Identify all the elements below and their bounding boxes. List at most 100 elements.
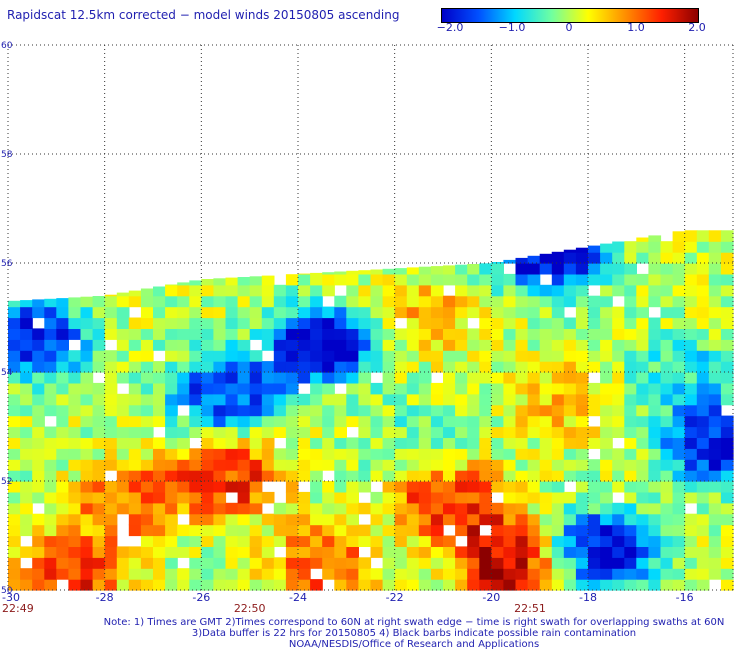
heatmap-cell [177,448,190,460]
heatmap-cell [346,404,359,417]
heatmap-cell [225,513,239,526]
heatmap-cell [430,568,444,580]
heatmap-cell [153,295,166,308]
heatmap-cell [600,513,613,526]
heatmap-cell [201,317,214,329]
heatmap-cell [672,350,686,362]
heatmap-cell [672,437,686,449]
heatmap-cell [418,266,432,275]
heatmap-cell [20,568,33,580]
heatmap-cell [503,426,517,438]
heatmap-cell [382,361,396,373]
heatmap-cell [44,372,57,384]
heatmap-cell [322,448,335,460]
heatmap-cell [660,350,674,362]
heatmap-cell [20,491,33,504]
heatmap-cell [636,557,649,569]
heatmap-cell [68,393,82,406]
heatmap-cell [116,546,130,558]
heatmap-cell [273,426,287,438]
heatmap-cell [298,372,311,384]
heatmap-cell [563,317,577,329]
heatmap-cell [370,513,384,526]
heatmap-cell [527,470,541,482]
heatmap-cell [612,284,625,297]
heatmap-cell [237,404,251,417]
colorbar [441,8,699,23]
heatmap-cell [600,415,613,428]
heatmap-cell [201,306,214,319]
heatmap-cell [418,437,432,449]
heatmap-cell [128,328,142,340]
heatmap-cell [310,328,323,340]
heatmap-cell [56,415,69,428]
heatmap-cell [720,230,734,242]
heatmap-cell [551,252,565,264]
heatmap-cell [201,524,214,537]
heatmap-cell [346,317,359,329]
heatmap-cell [636,241,649,253]
heatmap-cell [298,459,311,471]
heatmap-cell [600,557,613,569]
heatmap-cell [298,339,311,351]
heatmap-cell [104,317,118,329]
heatmap-cell [648,546,662,558]
heatmap-cell [201,481,214,493]
heatmap-cell [720,579,734,591]
heatmap-cell [189,328,202,340]
heatmap-cell [503,339,517,351]
heatmap-cell [430,273,444,286]
heatmap-cell [551,273,565,286]
heatmap-cell [261,459,275,471]
heatmap-cell [44,350,57,362]
heatmap-cell [382,415,396,428]
heatmap-cell [708,535,722,547]
heatmap-cell [310,470,323,482]
heatmap-cell [588,426,601,438]
heatmap-cell [588,437,601,449]
heatmap-cell [249,502,263,515]
heatmap-cell [177,568,190,580]
heatmap-cell [225,393,239,406]
heatmap-cell [92,393,106,406]
heatmap-cell [418,524,432,537]
heatmap-cell [624,284,637,297]
heatmap-cell [32,437,45,449]
heatmap-cell [346,535,359,547]
heatmap-cell [406,317,420,329]
heatmap-cell [660,339,674,351]
heatmap-cell [201,491,214,504]
heatmap-cell [491,546,504,558]
heatmap-cell [418,372,432,384]
heatmap-cell [636,350,649,362]
heatmap-cell [588,459,601,471]
heatmap-cell [588,524,601,537]
heatmap-cell [684,470,698,482]
heatmap-cell [322,306,335,319]
heatmap-cell [527,306,541,319]
heatmap-cell [600,328,613,340]
heatmap-cell [346,579,359,591]
heatmap-cell [20,339,33,351]
heatmap-cell [225,339,239,351]
heatmap-cell [382,579,396,591]
heatmap-cell [44,491,57,504]
heatmap-cell [612,535,625,547]
heatmap-cell [237,437,251,449]
heatmap-cell [225,557,239,569]
heatmap-cell [44,437,57,449]
heatmap-cell [515,557,529,569]
heatmap-cell [80,448,94,460]
x-tick-label: -20 [482,591,500,604]
heatmap-cell [527,459,541,471]
heatmap-cell [588,404,601,417]
heatmap-cell [720,273,734,286]
heatmap-cell [298,328,311,340]
heatmap-cell [92,317,106,329]
heatmap-cell [455,404,468,417]
heatmap-cell [684,350,698,362]
heatmap-cell [44,524,57,537]
heatmap-cell [443,295,456,308]
heatmap-cell [503,579,517,591]
heatmap-cell [334,579,347,591]
